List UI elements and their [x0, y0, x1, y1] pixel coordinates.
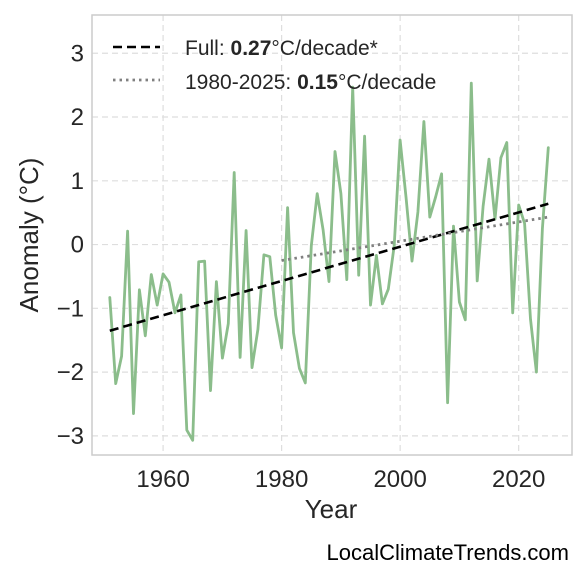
y-tick-label: 0 — [71, 232, 84, 259]
trend-line-full — [109, 202, 549, 332]
plot-frame — [91, 14, 573, 456]
site-credit: LocalClimateTrends.com — [327, 540, 570, 565]
legend: Full: 0.27°C/decade* 1980-2025: 0.15°C/d… — [113, 37, 436, 94]
legend-recent-unit: °C/decade — [338, 71, 436, 94]
y-tick-label: 2 — [71, 104, 84, 131]
legend-recent-prefix: 1980-2025: — [185, 71, 297, 94]
y-tick-label: −1 — [57, 295, 84, 322]
y-axis-label: Anomaly (°C) — [14, 158, 44, 313]
axes-frame — [91, 14, 573, 456]
ticks-layer: 1960 1980 2000 2020 −3 −2 −1 0 1 2 3 — [57, 40, 546, 493]
x-tick-label: 2000 — [373, 466, 426, 493]
anomaly-series-line — [108, 81, 550, 442]
legend-full-value: 0.27 — [231, 37, 272, 60]
legend-label-full: Full: 0.27°C/decade* — [185, 37, 378, 60]
y-tick-label: 3 — [71, 40, 84, 67]
y-tick-label: −2 — [57, 359, 84, 386]
legend-full-prefix: Full: — [185, 37, 231, 60]
x-tick-label: 1980 — [255, 466, 308, 493]
legend-recent-value: 0.15 — [297, 71, 338, 94]
y-tick-label: 1 — [71, 168, 84, 195]
x-tick-label: 2020 — [492, 466, 545, 493]
legend-label-recent: 1980-2025: 0.15°C/decade — [185, 71, 436, 94]
series-layer — [108, 81, 550, 442]
x-tick-label: 1960 — [136, 466, 189, 493]
x-axis-label: Year — [305, 494, 358, 524]
legend-full-unit: °C/decade* — [271, 37, 377, 60]
y-tick-label: −3 — [57, 423, 84, 450]
